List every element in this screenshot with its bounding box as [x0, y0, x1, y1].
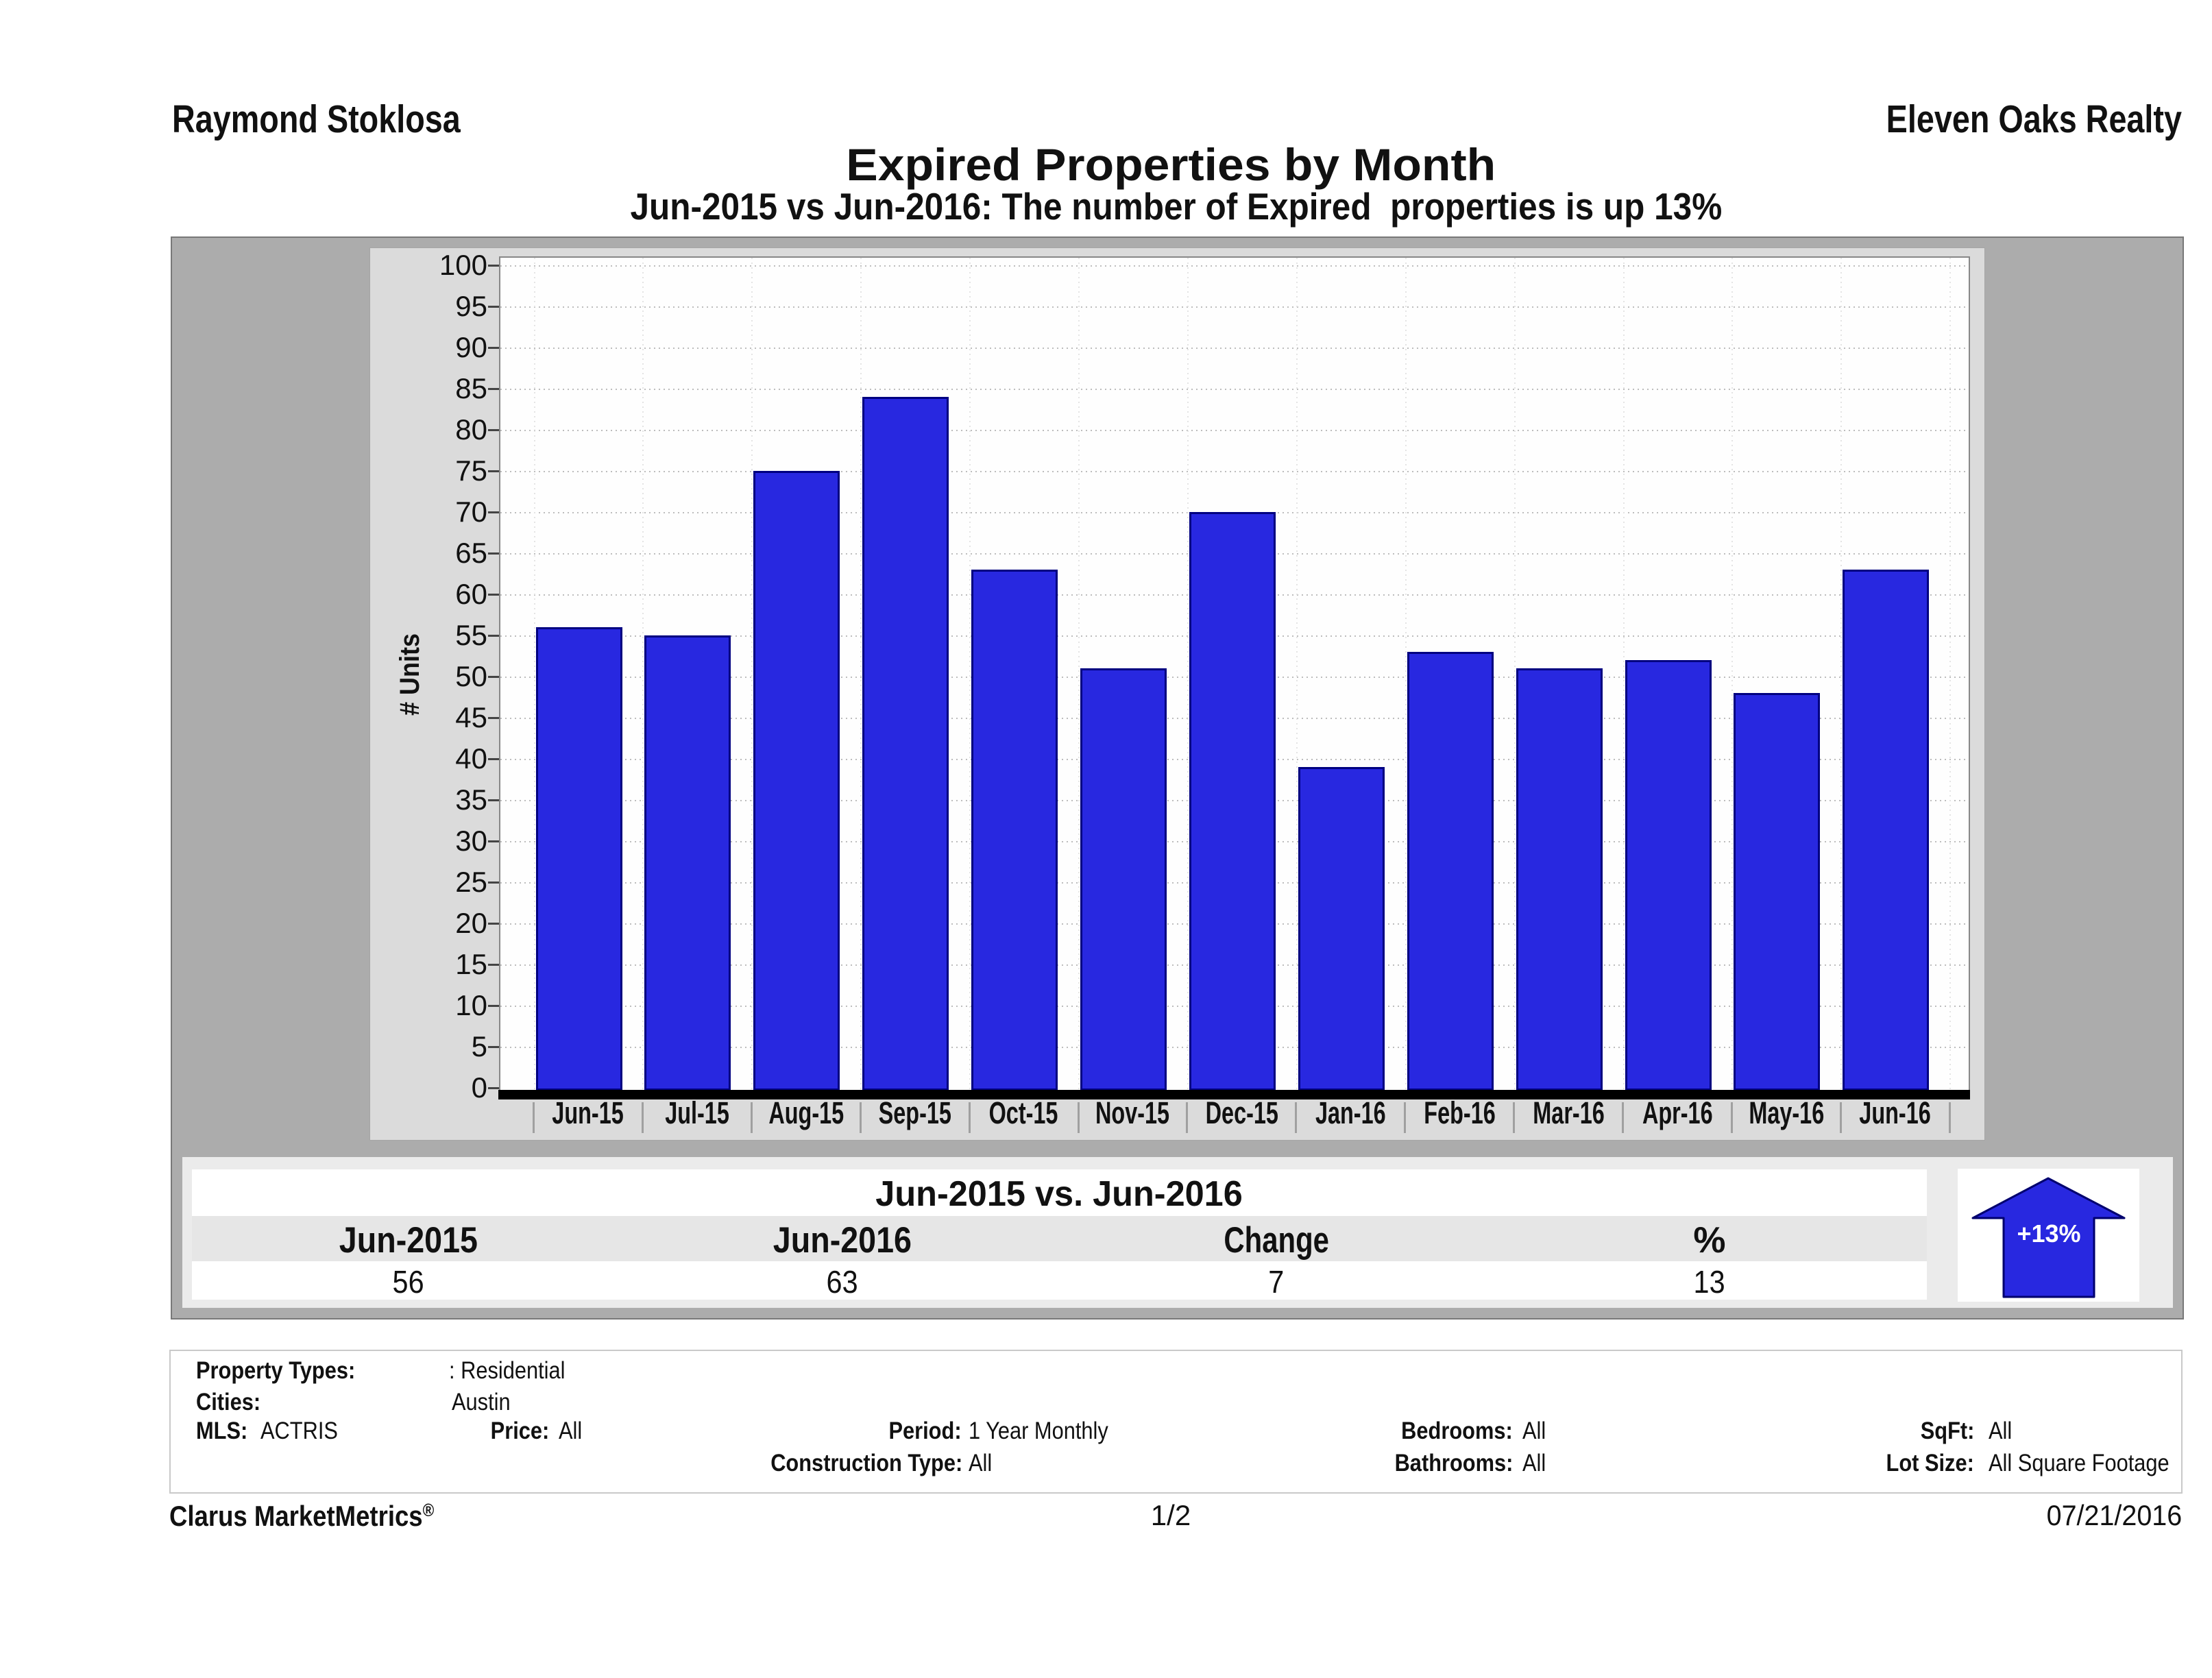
svg-text:+13%: +13%: [2017, 1219, 2080, 1248]
